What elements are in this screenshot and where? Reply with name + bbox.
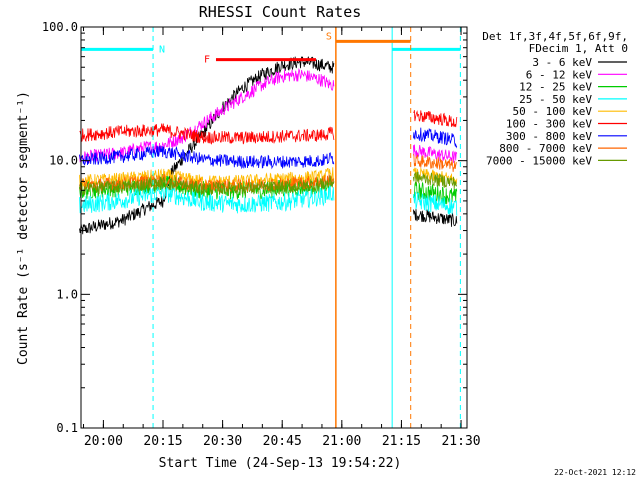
annotation-layer: N F S <box>80 27 461 428</box>
legend-entry-s12_25: 12 - 25 keV <box>519 81 592 94</box>
plot-frame <box>80 26 468 429</box>
x-tick-label: 21:15 <box>382 434 421 449</box>
night-label: N <box>159 44 165 55</box>
y-tick-label: 1.0 <box>56 287 78 301</box>
legend-entry-s50_100: 50 - 100 keV <box>513 105 593 118</box>
legend-entry-s300_800: 300 - 800 keV <box>506 130 592 143</box>
series-line-s7000_15000 <box>79 171 458 196</box>
series-line-s100_300 <box>79 110 458 145</box>
legend-entry-s3_6: 3 - 6 keV <box>532 56 592 69</box>
series-line-s300_800 <box>79 127 458 170</box>
series-line-s6_12 <box>79 67 458 164</box>
x-tick-label: 21:30 <box>441 434 480 449</box>
x-tick-label: 20:30 <box>203 434 242 449</box>
y-tick-label: 100.0 <box>42 20 78 34</box>
legend-entry-s800_7000: 800 - 7000 keV <box>499 142 592 155</box>
x-tick-label: 20:15 <box>143 434 182 449</box>
series-line-s3_6 <box>79 56 458 235</box>
legend-entry-s25_50: 25 - 50 keV <box>519 93 592 106</box>
legend-entry-s100_300: 100 - 300 keV <box>506 118 592 131</box>
y-tick-label: 0.1 <box>56 421 78 435</box>
axes-layer: 20:00 20:15 20:30 20:45 21:00 21:15 21:30 0.1 1.… <box>42 20 481 449</box>
legend-entry-s6_12: 6 - 12 keV <box>526 68 593 81</box>
x-tick-label: 20:45 <box>263 434 302 449</box>
series-line-s25_50 <box>79 184 458 216</box>
y-tick-label: 10.0 <box>49 154 78 168</box>
chart-title: RHESSI Count Rates <box>199 3 362 21</box>
flare-label: F <box>204 55 210 66</box>
legend-header-line: FDecim 1, Att 0 <box>529 42 628 55</box>
series-layer <box>79 56 458 235</box>
legend-entry-s7000_15000: 7000 - 15000 keV <box>486 154 592 167</box>
x-tick-label: 20:00 <box>84 434 123 449</box>
legend: Det 1f,3f,4f,5f,6f,9f,FDecim 1, Att 03 -… <box>482 30 628 167</box>
y-axis-label: Count Rate (s⁻¹ detector segment⁻¹) <box>16 91 31 365</box>
x-tick-label: 21:00 <box>322 434 361 449</box>
saa-label: S <box>326 31 332 42</box>
legend-header-line: Det 1f,3f,4f,5f,6f,9f, <box>482 30 628 43</box>
footer-date: 22-Oct-2021 12:12 <box>554 468 636 477</box>
x-axis-label: Start Time (24-Sep-13 19:54:22) <box>159 456 402 471</box>
